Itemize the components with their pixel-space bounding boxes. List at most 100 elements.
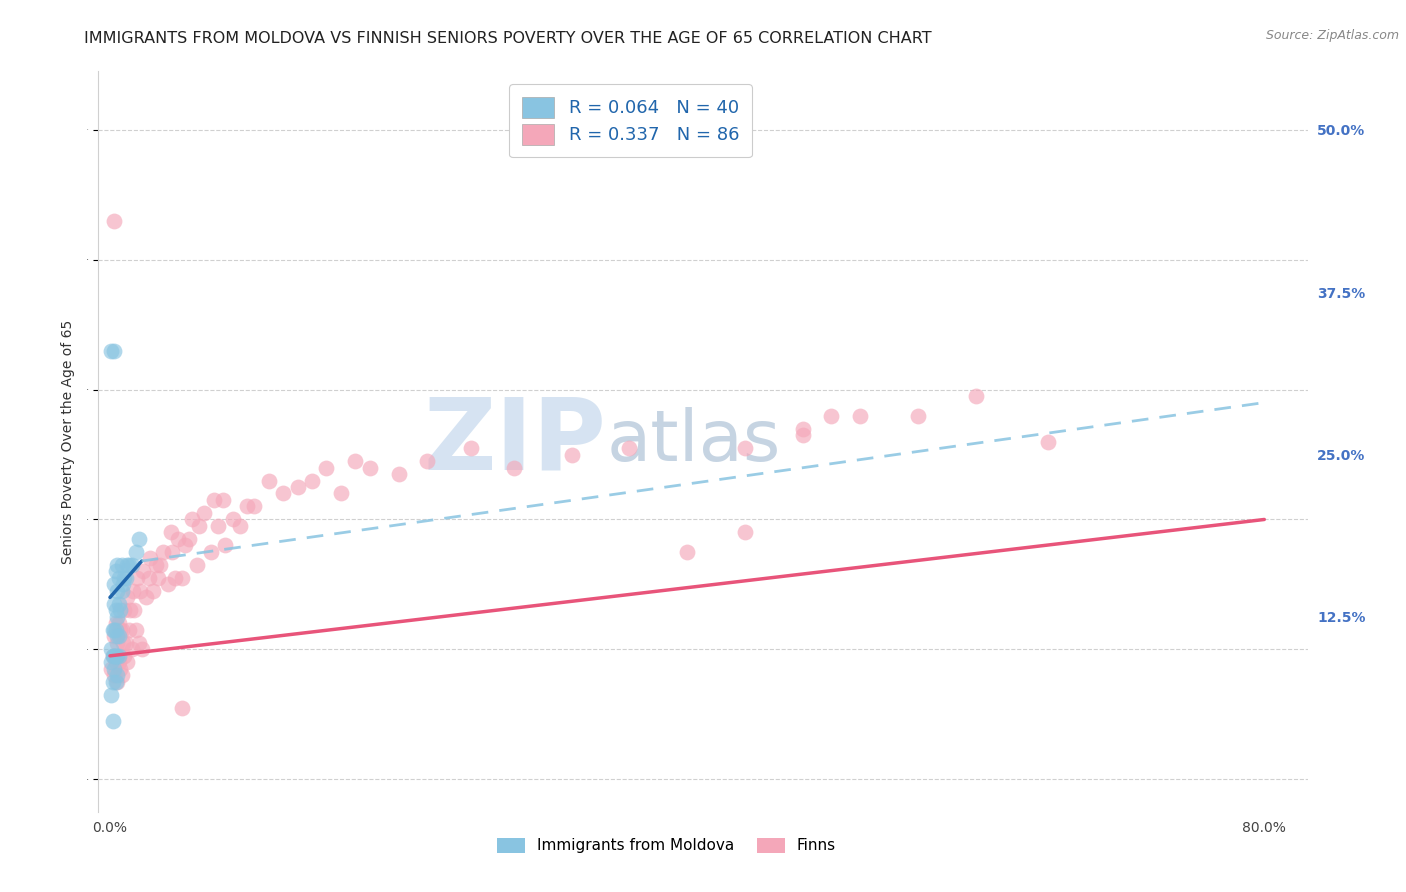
Point bbox=[149, 558, 172, 572]
Point bbox=[112, 648, 135, 663]
Text: atlas: atlas bbox=[606, 407, 780, 476]
Point bbox=[125, 623, 148, 637]
Point bbox=[118, 623, 141, 637]
Point bbox=[1036, 434, 1059, 449]
Point bbox=[120, 603, 142, 617]
Point bbox=[301, 474, 323, 488]
Point bbox=[101, 714, 124, 728]
Point bbox=[112, 603, 135, 617]
Point bbox=[100, 343, 122, 358]
Point bbox=[105, 583, 128, 598]
Point bbox=[103, 629, 125, 643]
Point bbox=[146, 571, 169, 585]
Point bbox=[105, 668, 128, 682]
Point bbox=[108, 603, 131, 617]
Point bbox=[110, 668, 132, 682]
Point bbox=[387, 467, 409, 481]
Point bbox=[101, 674, 124, 689]
Point bbox=[101, 648, 124, 663]
Point bbox=[101, 623, 124, 637]
Point bbox=[100, 656, 122, 670]
Y-axis label: Seniors Poverty Over the Age of 65: Seniors Poverty Over the Age of 65 bbox=[62, 319, 76, 564]
Point bbox=[104, 623, 127, 637]
Point bbox=[107, 648, 129, 663]
Point bbox=[156, 577, 179, 591]
Point bbox=[416, 454, 439, 468]
Point bbox=[105, 558, 128, 572]
Point bbox=[315, 460, 337, 475]
Point bbox=[965, 389, 987, 403]
Point bbox=[103, 343, 125, 358]
Point bbox=[179, 532, 201, 546]
Point bbox=[734, 525, 756, 540]
Point bbox=[128, 532, 150, 546]
Point bbox=[103, 577, 125, 591]
Point bbox=[159, 525, 181, 540]
Point bbox=[105, 636, 128, 650]
Point bbox=[128, 636, 150, 650]
Point bbox=[152, 545, 174, 559]
Point bbox=[104, 565, 127, 579]
Point bbox=[105, 648, 128, 663]
Point bbox=[103, 668, 125, 682]
Point bbox=[121, 558, 143, 572]
Point bbox=[676, 545, 699, 559]
Point bbox=[221, 512, 243, 526]
Point bbox=[103, 213, 125, 227]
Point bbox=[734, 441, 756, 455]
Point bbox=[103, 597, 125, 611]
Point bbox=[105, 610, 128, 624]
Point bbox=[160, 545, 183, 559]
Point bbox=[111, 577, 134, 591]
Point bbox=[100, 688, 122, 702]
Point bbox=[145, 558, 167, 572]
Point bbox=[124, 603, 146, 617]
Point bbox=[107, 616, 129, 631]
Point bbox=[181, 512, 204, 526]
Point bbox=[792, 421, 814, 435]
Point bbox=[792, 428, 814, 442]
Point bbox=[619, 441, 641, 455]
Point bbox=[211, 493, 233, 508]
Point bbox=[214, 538, 236, 552]
Point bbox=[200, 545, 222, 559]
Point bbox=[107, 597, 129, 611]
Point bbox=[117, 656, 139, 670]
Point bbox=[114, 636, 136, 650]
Point bbox=[103, 662, 125, 676]
Text: Source: ZipAtlas.com: Source: ZipAtlas.com bbox=[1265, 29, 1399, 42]
Legend: Immigrants from Moldova, Finns: Immigrants from Moldova, Finns bbox=[491, 831, 842, 860]
Point bbox=[111, 636, 134, 650]
Point bbox=[114, 571, 136, 585]
Text: ZIP: ZIP bbox=[423, 393, 606, 490]
Text: IMMIGRANTS FROM MOLDOVA VS FINNISH SENIORS POVERTY OVER THE AGE OF 65 CORRELATIO: IMMIGRANTS FROM MOLDOVA VS FINNISH SENIO… bbox=[84, 31, 932, 46]
Point bbox=[172, 571, 194, 585]
Point bbox=[271, 486, 294, 500]
Point bbox=[104, 674, 127, 689]
Point bbox=[127, 571, 149, 585]
Point bbox=[107, 629, 129, 643]
Point bbox=[344, 454, 367, 468]
Point bbox=[135, 591, 157, 605]
Point bbox=[163, 571, 186, 585]
Point bbox=[849, 409, 872, 423]
Point bbox=[104, 616, 127, 631]
Point bbox=[101, 648, 124, 663]
Point bbox=[118, 558, 141, 572]
Point bbox=[107, 656, 129, 670]
Point bbox=[107, 571, 129, 585]
Point bbox=[207, 519, 229, 533]
Point bbox=[243, 500, 266, 514]
Point bbox=[172, 701, 194, 715]
Point bbox=[108, 662, 131, 676]
Point bbox=[561, 448, 583, 462]
Point bbox=[117, 558, 139, 572]
Point bbox=[112, 571, 135, 585]
Point bbox=[100, 642, 122, 657]
Point bbox=[287, 480, 309, 494]
Point bbox=[329, 486, 352, 500]
Point bbox=[359, 460, 381, 475]
Point bbox=[186, 558, 208, 572]
Point bbox=[503, 460, 526, 475]
Point bbox=[103, 648, 125, 663]
